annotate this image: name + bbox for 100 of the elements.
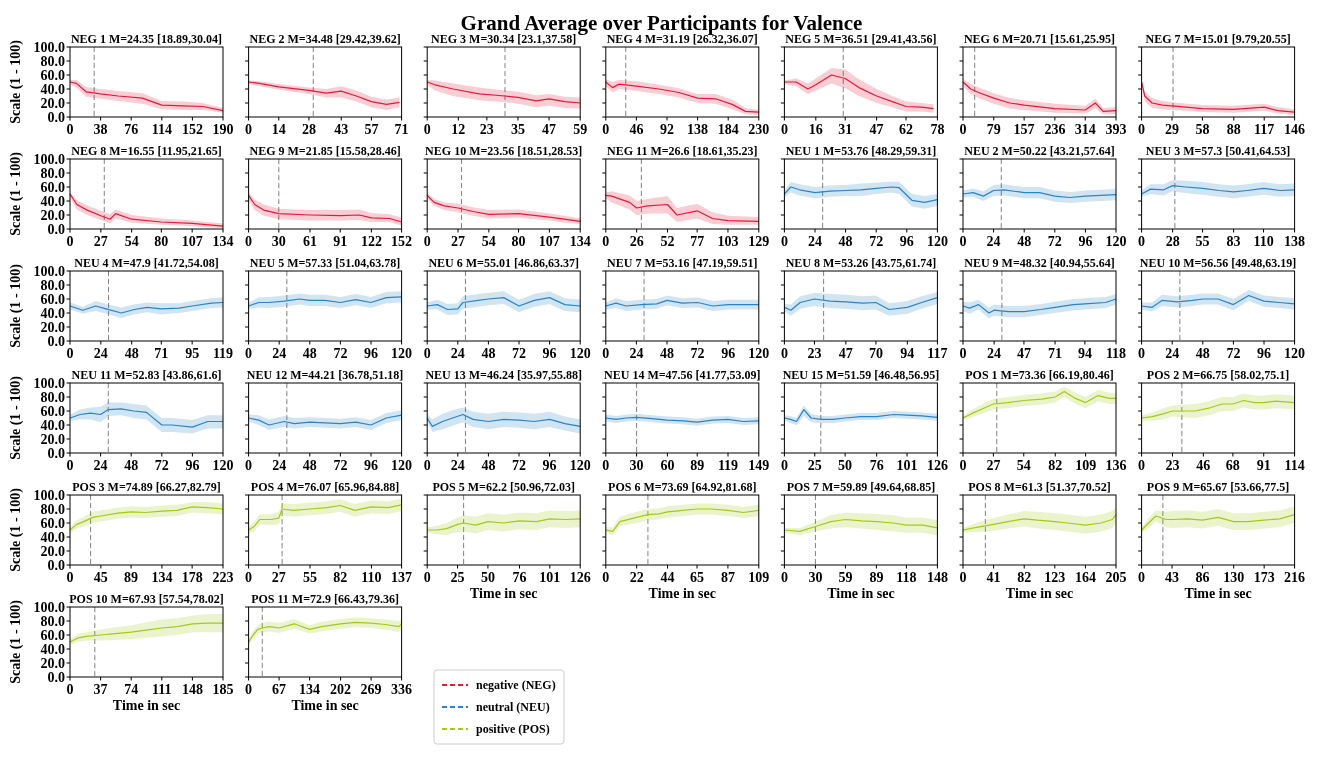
chart-title: NEU 1 M=53.76 [48.29,59.31] — [785, 144, 937, 158]
x-tick-label: 0 — [66, 346, 74, 361]
x-tick-label: 0 — [66, 570, 74, 585]
x-tick-label: 119 — [212, 346, 234, 361]
y-tick-label: 0.0 — [47, 221, 65, 237]
x-tick-label: 72 — [690, 346, 705, 361]
x-tick-label: 117 — [927, 346, 948, 361]
x-tick-label: 72 — [333, 346, 348, 361]
x-tick-label: 96 — [721, 346, 736, 361]
y-tick-label: 60.0 — [40, 67, 65, 83]
x-tick-label: 54 — [481, 234, 496, 249]
x-tick-label: 134 — [151, 570, 173, 585]
y-tick-label: 20.0 — [40, 207, 65, 223]
x-tick-label: 43 — [334, 122, 349, 137]
y-tick-label: 0.0 — [47, 445, 65, 461]
chart-title: POS 7 M=59.89 [49.64,68.85] — [786, 480, 936, 494]
x-tick-label: 82 — [1017, 570, 1032, 585]
x-tick-label: 120 — [391, 458, 413, 473]
x-tick-label: 92 — [660, 122, 674, 137]
chart-title: NEU 10 M=56.56 [49.48,63.19] — [1139, 256, 1297, 270]
x-tick-label: 117 — [1254, 122, 1275, 137]
x-tick-label: 0 — [423, 570, 431, 585]
x-tick-label: 205 — [1105, 570, 1127, 585]
x-tick-label: 29 — [1164, 122, 1179, 137]
chart-title: POS 3 M=74.89 [66.27,82.79] — [72, 480, 221, 494]
x-tick-label: 72 — [869, 234, 884, 249]
x-tick-label: 24 — [93, 458, 108, 473]
x-tick-label: 65 — [690, 570, 705, 585]
x-tick-label: 16 — [808, 122, 823, 137]
y-tick-label: 40.0 — [40, 305, 65, 321]
x-tick-label: 72 — [1226, 346, 1241, 361]
x-tick-label: 0 — [602, 570, 610, 585]
x-tick-label: 67 — [272, 682, 287, 697]
x-tick-label: 23 — [479, 122, 494, 137]
x-tick-label: 24 — [808, 234, 822, 249]
x-tick-label: 96 — [542, 458, 557, 473]
y-tick-label: 80.0 — [40, 53, 65, 69]
x-tick-label: 82 — [1048, 458, 1063, 473]
x-tick-label: 48 — [838, 234, 853, 249]
y-tick-label: 20.0 — [40, 543, 65, 559]
y-tick-label: 80.0 — [40, 277, 65, 293]
chart-title: POS 8 M=61.3 [51.37,70.52] — [968, 480, 1111, 494]
chart-title: NEU 9 M=48.32 [40.94,55.64] — [964, 256, 1115, 270]
x-tick-label: 28 — [1165, 234, 1180, 249]
x-tick-label: 27 — [986, 458, 1001, 473]
text: Grand Average over Participants for Valence — [460, 11, 863, 35]
x-tick-label: 109 — [748, 570, 770, 585]
x-tick-label: 236 — [1044, 122, 1066, 137]
x-tick-label: 120 — [926, 234, 948, 249]
y-axis-title: Scale (1 - 100) — [8, 39, 24, 124]
x-tick-label: 136 — [1105, 458, 1127, 473]
x-tick-label: 0 — [423, 458, 431, 473]
x-axis-title: Time in sec — [827, 586, 895, 601]
x-tick-label: 78 — [930, 122, 945, 137]
x-tick-label: 79 — [986, 122, 1001, 137]
x-tick-label: 110 — [1253, 234, 1274, 249]
chart-title: NEG 2 M=34.48 [29.42,39.62] — [249, 32, 401, 46]
x-tick-label: 24 — [1165, 346, 1180, 361]
x-tick-label: 223 — [212, 570, 234, 585]
x-tick-label: 76 — [869, 458, 884, 473]
x-tick-label: 126 — [569, 570, 591, 585]
x-tick-label: 0 — [959, 458, 967, 473]
x-tick-label: 48 — [124, 346, 139, 361]
x-tick-label: 0 — [245, 346, 253, 361]
y-tick-label: 100.0 — [33, 39, 65, 55]
x-tick-label: 23 — [1165, 458, 1180, 473]
x-tick-label: 94 — [900, 346, 915, 361]
x-tick-label: 24 — [629, 346, 644, 361]
x-axis-title: Time in sec — [112, 698, 181, 713]
x-tick-label: 122 — [360, 234, 382, 249]
x-tick-label: 134 — [569, 234, 591, 249]
x-tick-label: 152 — [181, 122, 203, 137]
x-tick-label: 0 — [66, 122, 74, 137]
x-tick-label: 0 — [602, 122, 610, 137]
x-tick-label: 96 — [185, 458, 200, 473]
x-tick-label: 43 — [1165, 570, 1180, 585]
x-tick-label: 0 — [602, 346, 610, 361]
x-tick-label: 0 — [959, 234, 967, 249]
x-tick-label: 119 — [717, 458, 739, 473]
y-axis-title: Scale (1 - 100) — [8, 487, 24, 572]
x-tick-label: 76 — [512, 570, 527, 585]
x-tick-label: 126 — [926, 458, 948, 473]
x-tick-label: 89 — [690, 458, 705, 473]
chart-title: NEU 12 M=44.21 [36.78,51.18] — [246, 368, 404, 382]
y-tick-label: 100.0 — [33, 375, 65, 391]
x-tick-label: 48 — [481, 458, 496, 473]
y-axis-title: Scale (1 - 100) — [8, 375, 24, 460]
chart-title: NEU 4 M=47.9 [41.72,54.08] — [74, 256, 219, 270]
y-tick-label: 100.0 — [33, 151, 65, 167]
x-tick-label: 82 — [333, 570, 348, 585]
x-tick-label: 55 — [303, 570, 318, 585]
chart-title: NEU 13 M=46.24 [35.97,55.88] — [425, 368, 582, 382]
x-tick-label: 0 — [780, 570, 788, 585]
y-tick-label: 0.0 — [47, 669, 65, 685]
x-tick-label: 164 — [1074, 570, 1096, 585]
x-tick-label: 72 — [1047, 234, 1062, 249]
x-tick-label: 336 — [391, 682, 413, 697]
line-series — [69, 408, 224, 428]
chart-title: POS 11 M=72.9 [66.43,79.36] — [251, 592, 400, 606]
x-tick-label: 62 — [899, 122, 914, 137]
